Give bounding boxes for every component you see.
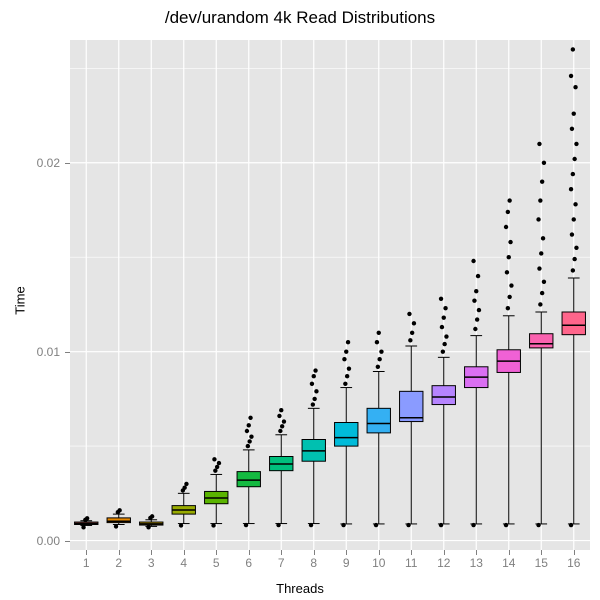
chart-title: /dev/urandom 4k Read Distributions bbox=[0, 8, 600, 28]
plot-panel bbox=[70, 40, 590, 550]
xtick-label: 11 bbox=[405, 556, 417, 570]
x-axis-label-text: Threads bbox=[276, 581, 324, 596]
ytick-mark bbox=[65, 163, 70, 164]
xtick-label: 16 bbox=[567, 556, 580, 570]
xtick-mark bbox=[574, 550, 575, 555]
xtick-mark bbox=[184, 550, 185, 555]
xtick-mark bbox=[379, 550, 380, 555]
box-15 bbox=[530, 334, 553, 348]
xtick-mark bbox=[86, 550, 87, 555]
xtick-label: 9 bbox=[343, 556, 350, 570]
xtick-mark bbox=[411, 550, 412, 555]
box-16 bbox=[562, 312, 585, 335]
box-11 bbox=[400, 391, 423, 421]
ytick-label: 0.00 bbox=[37, 534, 60, 548]
xtick-mark bbox=[151, 550, 152, 555]
xtick-label: 10 bbox=[372, 556, 385, 570]
chart-container: /dev/urandom 4k Read Distributions Time … bbox=[0, 0, 600, 600]
ytick-label: 0.02 bbox=[37, 156, 60, 170]
xtick-label: 8 bbox=[310, 556, 317, 570]
x-axis-label: Threads bbox=[0, 581, 600, 596]
xtick-mark bbox=[509, 550, 510, 555]
y-axis-label: Time bbox=[6, 0, 34, 600]
xtick-label: 13 bbox=[470, 556, 483, 570]
xtick-mark bbox=[444, 550, 445, 555]
xtick-mark bbox=[346, 550, 347, 555]
xtick-label: 5 bbox=[213, 556, 220, 570]
ytick-mark bbox=[65, 541, 70, 542]
box-9 bbox=[335, 423, 358, 447]
chart-title-text: /dev/urandom 4k Read Distributions bbox=[165, 8, 435, 27]
plot-svg bbox=[70, 40, 590, 550]
ytick-label: 0.01 bbox=[37, 345, 60, 359]
xtick-mark bbox=[476, 550, 477, 555]
xtick-label: 7 bbox=[278, 556, 285, 570]
box-6 bbox=[237, 472, 260, 487]
xtick-label: 3 bbox=[148, 556, 155, 570]
xtick-label: 1 bbox=[83, 556, 90, 570]
xtick-label: 6 bbox=[245, 556, 252, 570]
xtick-mark bbox=[541, 550, 542, 555]
xtick-label: 2 bbox=[115, 556, 122, 570]
ytick-mark bbox=[65, 352, 70, 353]
xtick-mark bbox=[216, 550, 217, 555]
box-12 bbox=[432, 386, 455, 405]
xtick-mark bbox=[281, 550, 282, 555]
xtick-label: 14 bbox=[502, 556, 515, 570]
xtick-label: 12 bbox=[437, 556, 450, 570]
xtick-mark bbox=[249, 550, 250, 555]
xtick-mark bbox=[119, 550, 120, 555]
xtick-label: 4 bbox=[180, 556, 187, 570]
box-10 bbox=[367, 408, 390, 433]
xtick-label: 15 bbox=[535, 556, 548, 570]
xtick-mark bbox=[314, 550, 315, 555]
y-axis-label-text: Time bbox=[13, 286, 28, 314]
